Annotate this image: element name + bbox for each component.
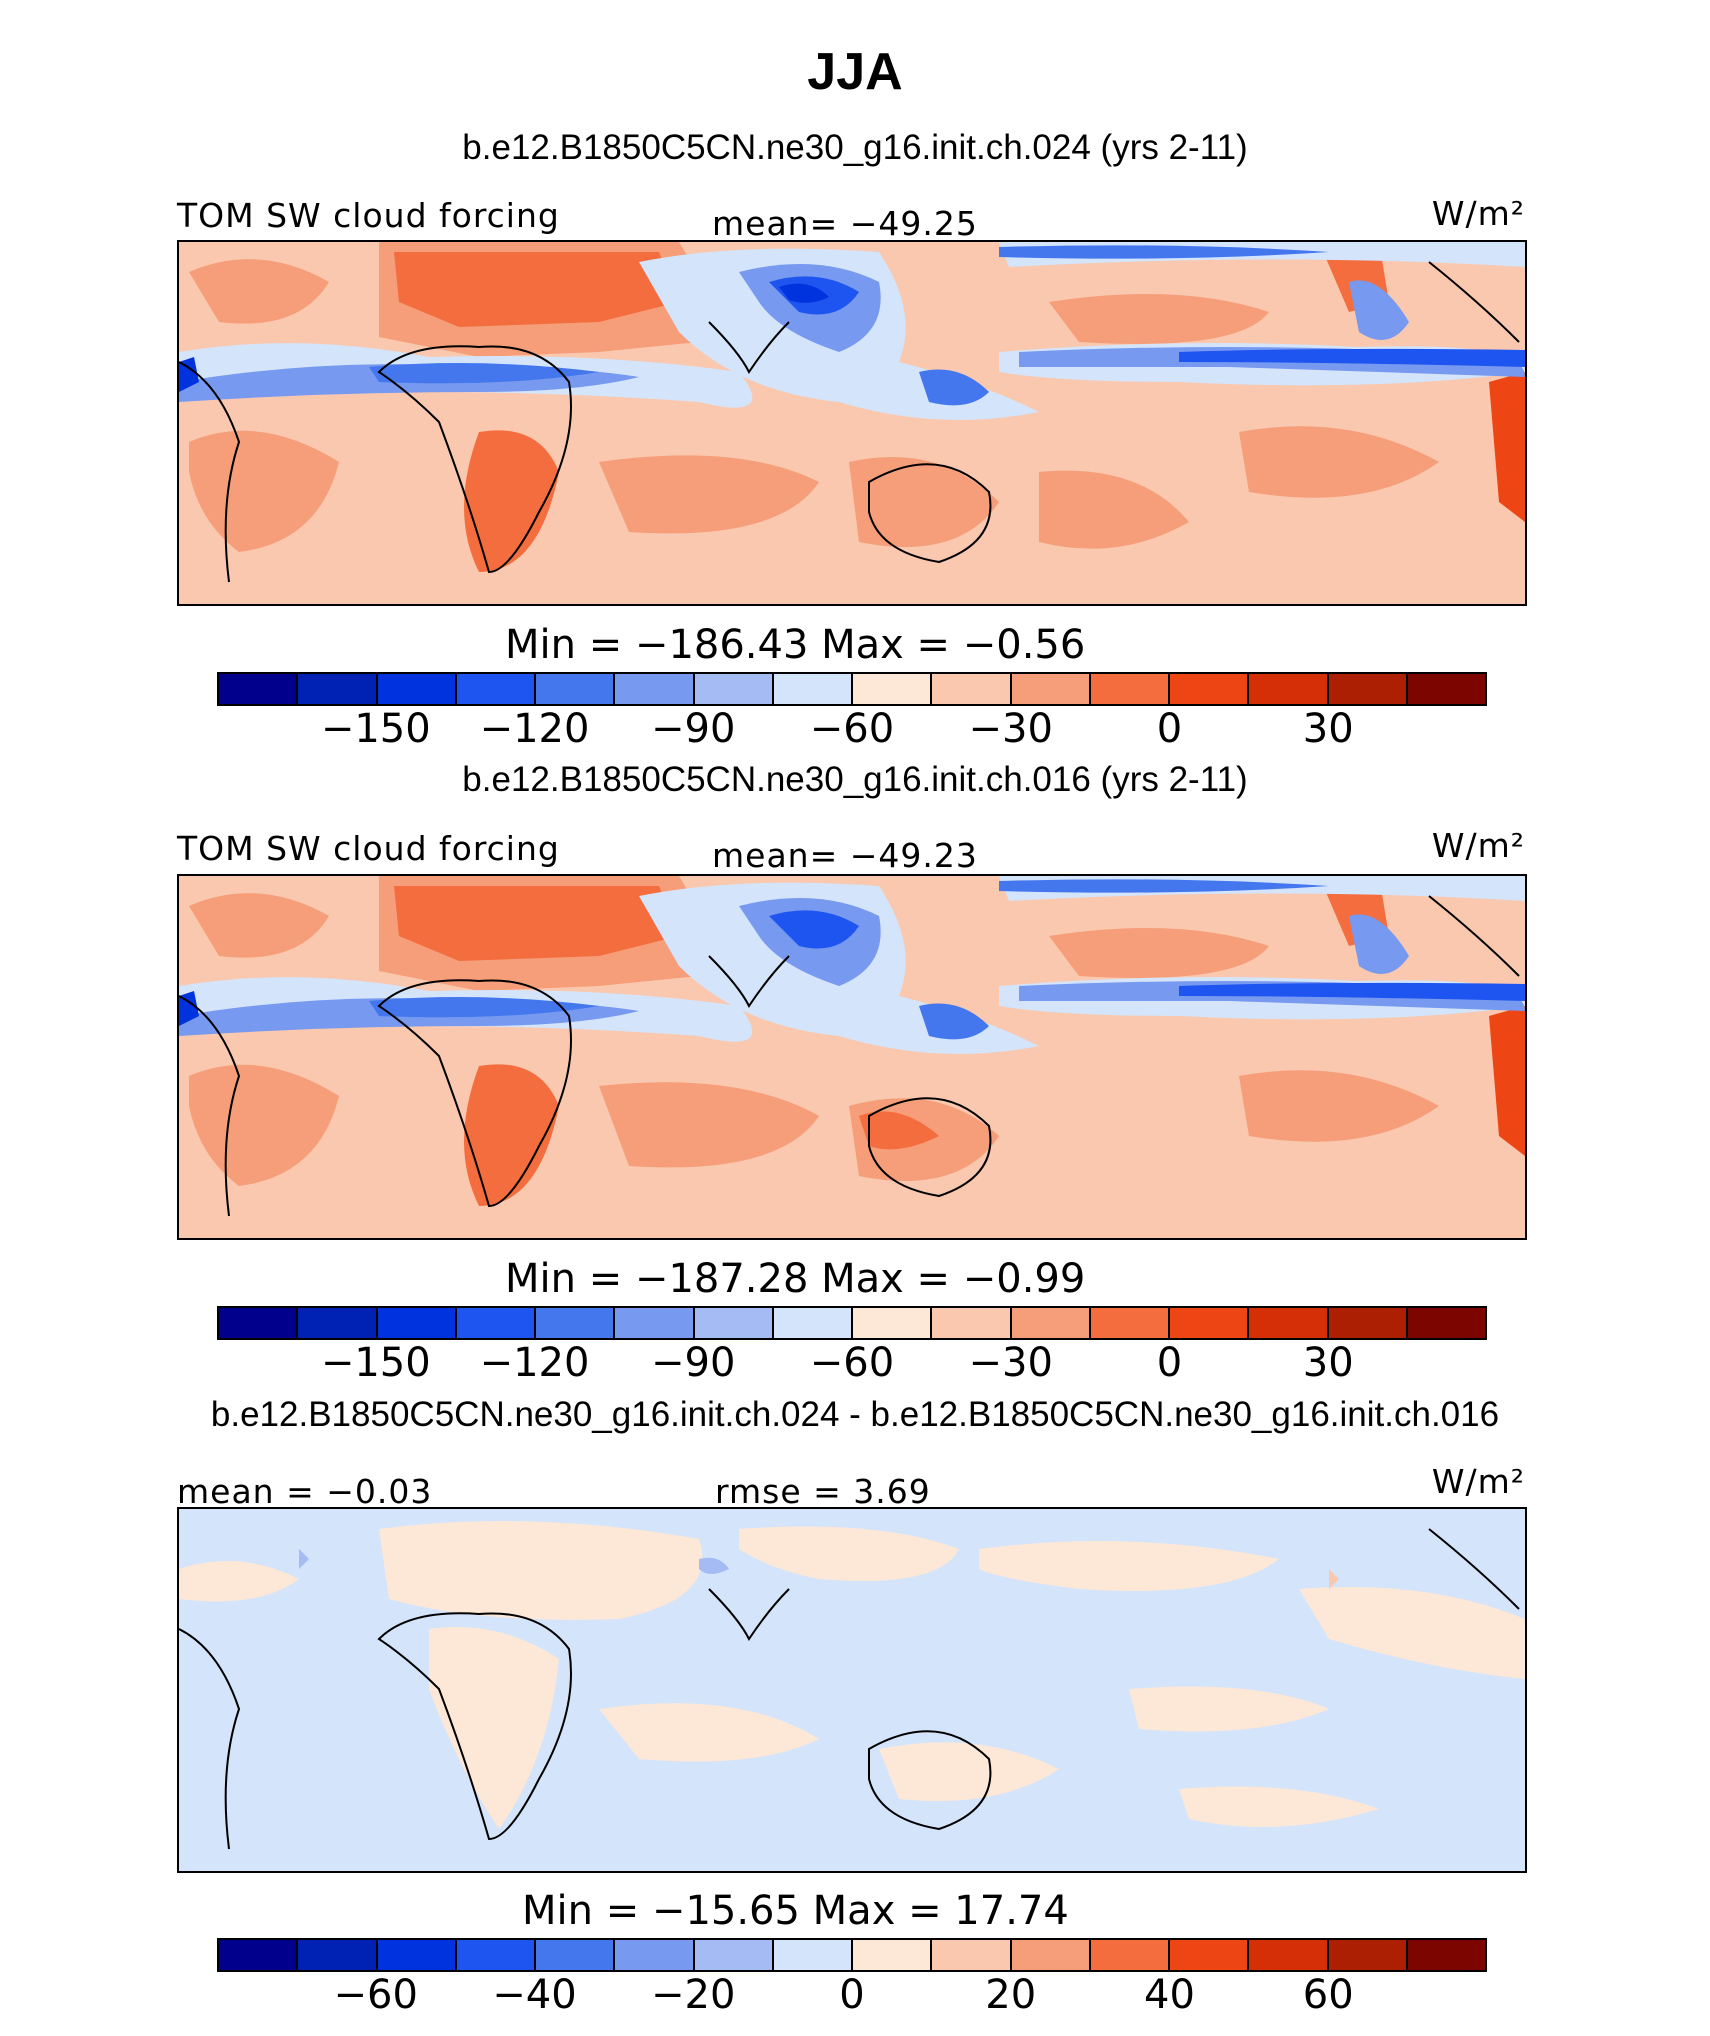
panel-2-units-label: W/m² [1431, 826, 1525, 865]
colorbar-cell [1011, 1308, 1091, 1338]
colorbar-cell [456, 674, 536, 704]
panel-1-minmax-label: Min = −186.43 Max = −0.56 [505, 622, 1086, 668]
colorbar-tick-label: 60 [1302, 1972, 1354, 2018]
colorbar-cell [298, 1308, 378, 1338]
colorbar-cell [1328, 674, 1408, 704]
colorbar-cell [1249, 674, 1329, 704]
colorbar-cell [1011, 1940, 1091, 1970]
colorbar-cell [1011, 674, 1091, 704]
colorbar-tick-label: −90 [651, 706, 736, 752]
colorbar-tick-label: 0 [1156, 706, 1183, 752]
colorbar-cell [1249, 1940, 1329, 1970]
colorbar-tick-label: −150 [320, 1340, 431, 1386]
colorbar-tick-label: −30 [968, 1340, 1053, 1386]
colorbar-tick-label: −40 [492, 1972, 577, 2018]
colorbar-cell [615, 1308, 695, 1338]
colorbar-tick-label: −30 [968, 706, 1053, 752]
colorbar-cell [1407, 674, 1485, 704]
colorbar-cell [1328, 1940, 1408, 1970]
colorbar-tick-label: −20 [651, 1972, 736, 2018]
panel-2-title: b.e12.B1850C5CN.ne30_g16.init.ch.016 (yr… [462, 760, 1248, 799]
colorbar-cell [1090, 1940, 1170, 1970]
colorbar-cell [615, 1940, 695, 1970]
panel-2-mean-label: mean= −49.23 [712, 836, 978, 875]
colorbar-cell [377, 1940, 457, 1970]
colorbar-tick-label: −90 [651, 1340, 736, 1386]
colorbar-cell [377, 1308, 457, 1338]
panel-2-contour-plot [179, 876, 1525, 1238]
colorbar-cell [536, 1308, 616, 1338]
panel-2-variable-label: TOM SW cloud forcing [177, 829, 560, 868]
panel-3-minmax-label: Min = −15.65 Max = 17.74 [522, 1888, 1069, 1934]
panel-3-rmse-label: rmse = 3.69 [715, 1472, 931, 1511]
panel-1-title: b.e12.B1850C5CN.ne30_g16.init.ch.024 (yr… [462, 128, 1248, 167]
panel-2-colorbar [217, 1306, 1487, 1340]
panel-1-colorbar [217, 672, 1487, 706]
colorbar-cell [932, 1940, 1012, 1970]
colorbar-cell [219, 1940, 299, 1970]
panel-1-mean-label: mean= −49.25 [712, 204, 978, 243]
colorbar-cell [1090, 1308, 1170, 1338]
colorbar-tick-label: −120 [479, 1340, 590, 1386]
colorbar-cell [615, 674, 695, 704]
panel-1-contour-plot [179, 242, 1525, 604]
colorbar-cell [219, 1308, 299, 1338]
colorbar-cell [773, 1940, 853, 1970]
colorbar-cell [536, 1940, 616, 1970]
colorbar-cell [1170, 1308, 1250, 1338]
panel-3-colorbar-ticks: −60 −40 −20 0 20 40 60 [217, 1972, 1487, 2022]
panel-1-map [177, 240, 1527, 606]
colorbar-cell [1328, 1308, 1408, 1338]
colorbar-tick-label: 40 [1144, 1972, 1195, 2018]
colorbar-cell [1090, 674, 1170, 704]
colorbar-cell [694, 1308, 774, 1338]
colorbar-tick-label: −60 [809, 706, 895, 752]
colorbar-cell [1170, 674, 1250, 704]
panel-1-variable-label: TOM SW cloud forcing [177, 196, 560, 235]
panel-2-minmax-label: Min = −187.28 Max = −0.99 [505, 1256, 1086, 1302]
colorbar-tick-label: −60 [809, 1340, 895, 1386]
panel-3-title: b.e12.B1850C5CN.ne30_g16.init.ch.024 - b… [210, 1395, 1500, 1434]
colorbar-cell [1170, 1940, 1250, 1970]
panel-3-mean-label: mean = −0.03 [177, 1472, 433, 1511]
figure-title: JJA [807, 43, 903, 101]
panel-3-map [177, 1507, 1527, 1873]
panel-3-units-label: W/m² [1431, 1462, 1525, 1501]
colorbar-tick-label: 0 [1156, 1340, 1183, 1386]
colorbar-tick-label: −120 [479, 706, 590, 752]
colorbar-cell [219, 674, 299, 704]
colorbar-cell [1407, 1940, 1485, 1970]
colorbar-cell [377, 674, 457, 704]
colorbar-cell [773, 674, 853, 704]
colorbar-cell [694, 1940, 774, 1970]
colorbar-cell [298, 674, 378, 704]
colorbar-cell [773, 1308, 853, 1338]
panel-2-colorbar-ticks: −150 −120 −90 −60 −30 0 30 [217, 1340, 1487, 1390]
colorbar-cell [932, 674, 1012, 704]
colorbar-tick-label: 30 [1302, 706, 1354, 752]
colorbar-cell [536, 674, 616, 704]
panel-3-contour-plot [179, 1509, 1525, 1871]
panel-1-colorbar-ticks: −150 −120 −90 −60 −30 0 30 [217, 706, 1487, 756]
colorbar-cell [1407, 1308, 1485, 1338]
colorbar-cell [853, 1940, 933, 1970]
colorbar-cell [298, 1940, 378, 1970]
colorbar-cell [456, 1308, 536, 1338]
colorbar-cell [853, 1308, 933, 1338]
panel-3-colorbar [217, 1938, 1487, 1972]
colorbar-cell [694, 674, 774, 704]
colorbar-tick-label: 0 [839, 1972, 865, 2018]
panel-1-units-label: W/m² [1431, 194, 1525, 233]
panel-2-map [177, 874, 1527, 1240]
colorbar-cell [932, 1308, 1012, 1338]
colorbar-cell [456, 1940, 536, 1970]
colorbar-tick-label: −60 [333, 1972, 418, 2018]
colorbar-tick-label: 30 [1302, 1340, 1354, 1386]
colorbar-tick-label: −150 [320, 706, 431, 752]
colorbar-cell [853, 674, 933, 704]
colorbar-tick-label: 20 [985, 1972, 1037, 2018]
colorbar-cell [1249, 1308, 1329, 1338]
